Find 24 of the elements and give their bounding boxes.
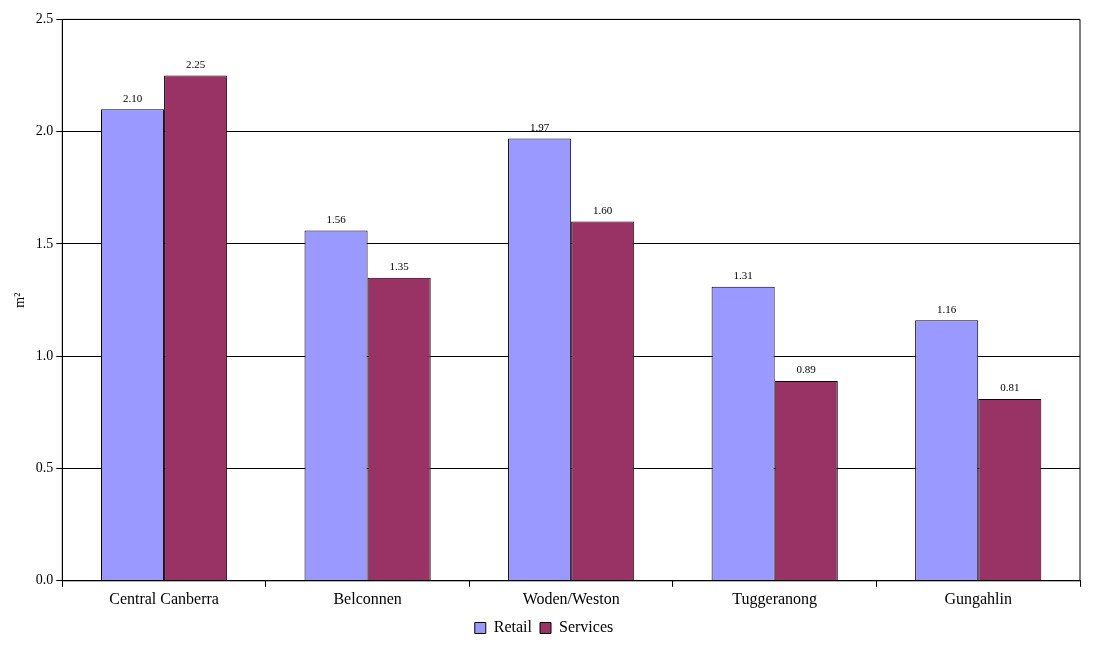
y-tick-label: 2.0 bbox=[35, 123, 54, 139]
y-tick-label: 1.5 bbox=[35, 235, 54, 251]
legend-label: Retail bbox=[493, 618, 533, 636]
data-label: 1.97 bbox=[529, 120, 550, 133]
data-label: 2.25 bbox=[185, 57, 206, 70]
x-tick-label: Central Canberra bbox=[109, 589, 219, 607]
legend-label: Services bbox=[559, 618, 614, 636]
data-label: 1.60 bbox=[593, 203, 613, 216]
data-label: 0.81 bbox=[1000, 381, 1020, 394]
data-label: 1.56 bbox=[326, 212, 347, 225]
y-tick-label: 1.0 bbox=[35, 347, 54, 363]
y-tick-label: 0.0 bbox=[35, 572, 54, 588]
data-label: 1.16 bbox=[937, 302, 957, 315]
x-tick-label: Belconnen bbox=[333, 589, 402, 607]
x-tick-label: Woden/Weston bbox=[522, 589, 620, 607]
y-tick-label: 0.5 bbox=[35, 460, 54, 476]
data-label: 1.31 bbox=[733, 269, 753, 282]
x-tick-label: Gungahlin bbox=[944, 589, 1012, 608]
y-axis-title: m² bbox=[12, 292, 28, 308]
x-tick-label: Tuggeranong bbox=[732, 589, 818, 608]
data-label: 2.10 bbox=[122, 91, 143, 104]
y-tick-label: 2.5 bbox=[35, 11, 54, 27]
data-label: 1.35 bbox=[389, 260, 410, 273]
data-label: 0.89 bbox=[796, 363, 817, 376]
